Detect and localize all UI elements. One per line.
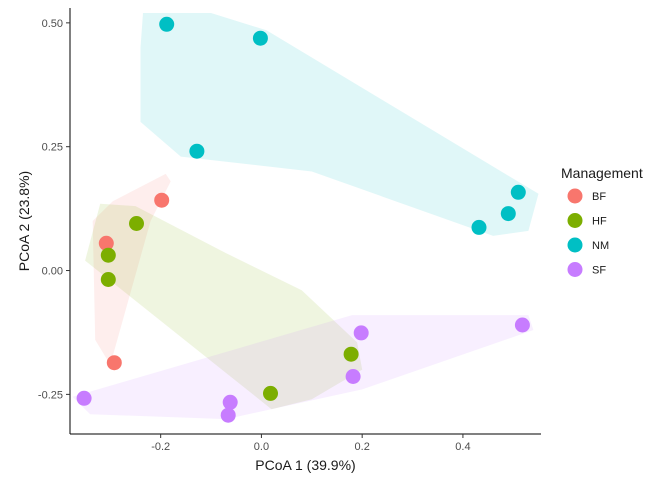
legend-label-sf: SF	[592, 265, 606, 277]
point-hf	[129, 216, 144, 231]
legend-label-nm: NM	[592, 240, 609, 252]
x-tick-label: 0.0	[254, 441, 269, 453]
y-tick-label: 0.00	[42, 266, 63, 278]
x-axis-title: PCoA 1 (39.9%)	[255, 457, 355, 473]
legend-label-bf: BF	[592, 191, 606, 203]
legend-key-hf	[567, 213, 583, 228]
legend-key-bf	[567, 188, 583, 204]
point-sf	[345, 369, 361, 384]
hull-hf	[85, 203, 363, 410]
group-hulls	[72, 13, 539, 420]
point-hf	[100, 272, 116, 287]
x-tick-label: -0.2	[151, 441, 170, 453]
data-points	[76, 16, 530, 423]
point-nm	[500, 206, 516, 222]
axis-ticks: -0.2 0.0 0.2 0.4 -0.25 0.00 0.25 0.50	[38, 18, 471, 453]
hull-sf	[72, 315, 534, 420]
point-nm	[159, 16, 175, 32]
point-bf	[106, 355, 122, 371]
point-hf	[100, 247, 116, 263]
y-tick-label: 0.50	[42, 18, 63, 30]
legend-key-sf	[567, 262, 583, 277]
point-sf	[76, 390, 92, 406]
x-tick-label: 0.4	[455, 441, 470, 453]
point-nm	[471, 219, 487, 235]
point-bf	[154, 192, 170, 208]
point-sf	[222, 394, 238, 410]
hull-bf	[92, 173, 171, 365]
legend-key-nm	[567, 237, 583, 253]
x-tick-label: 0.2	[355, 441, 370, 453]
point-hf	[263, 385, 278, 401]
point-hf	[343, 346, 359, 362]
y-tick-label: -0.25	[38, 389, 63, 401]
point-nm	[510, 184, 526, 200]
legend: Management BF HF NM SF	[561, 165, 643, 277]
y-axis-title: PCoA 2 (23.8%)	[16, 171, 32, 271]
point-sf	[514, 317, 530, 333]
point-bf	[98, 235, 114, 251]
point-sf	[220, 407, 236, 423]
legend-label-hf: HF	[592, 216, 607, 228]
point-sf	[353, 325, 369, 341]
point-nm	[189, 143, 205, 159]
point-nm	[252, 30, 268, 46]
legend-title: Management	[561, 165, 643, 181]
hull-nm	[140, 13, 539, 236]
y-tick-label: 0.25	[42, 142, 63, 154]
